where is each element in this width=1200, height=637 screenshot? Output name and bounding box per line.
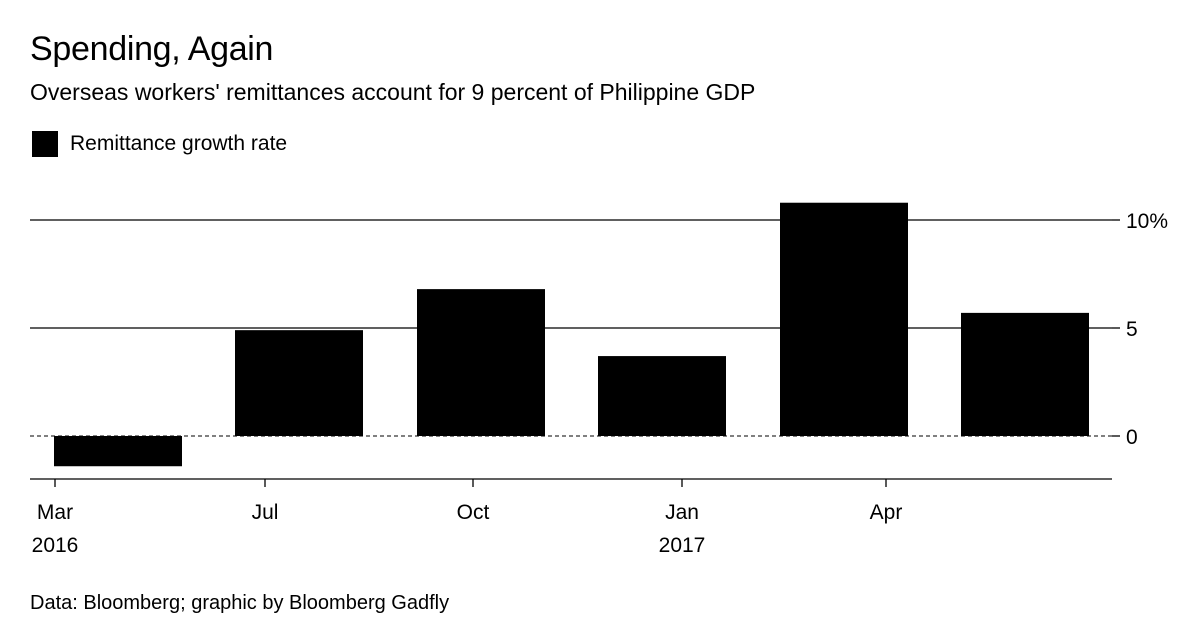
legend-swatch xyxy=(32,131,58,157)
chart-subtitle: Overseas workers' remittances account fo… xyxy=(30,79,756,105)
legend-label: Remittance growth rate xyxy=(70,132,288,155)
source-note: Data: Bloomberg; graphic by Bloomberg Ga… xyxy=(30,592,450,614)
legend: Remittance growth rate xyxy=(32,130,287,158)
bar-4 xyxy=(598,356,726,436)
y-tick-label-5: 5 xyxy=(1126,318,1138,341)
bar-5 xyxy=(780,202,908,436)
y-tick-label-0: 0 xyxy=(1126,426,1138,449)
x-tick-label-jan: Jan xyxy=(665,501,699,524)
x-tick-label-mar: Mar xyxy=(37,501,73,524)
bar-6 xyxy=(961,312,1089,436)
x-tick-label-oct: Oct xyxy=(457,501,490,524)
y-tick-label-10: 10% xyxy=(1126,210,1168,233)
x-tick-label-apr: Apr xyxy=(870,501,903,524)
bar-2 xyxy=(235,330,363,436)
x-tick-year-2016: 2016 xyxy=(32,534,79,557)
bar-1 xyxy=(54,436,182,467)
x-tick-label-jul: Jul xyxy=(252,501,279,524)
bar-3 xyxy=(417,289,545,436)
chart-title: Spending, Again xyxy=(30,30,274,68)
x-tick-year-2017: 2017 xyxy=(659,534,706,557)
